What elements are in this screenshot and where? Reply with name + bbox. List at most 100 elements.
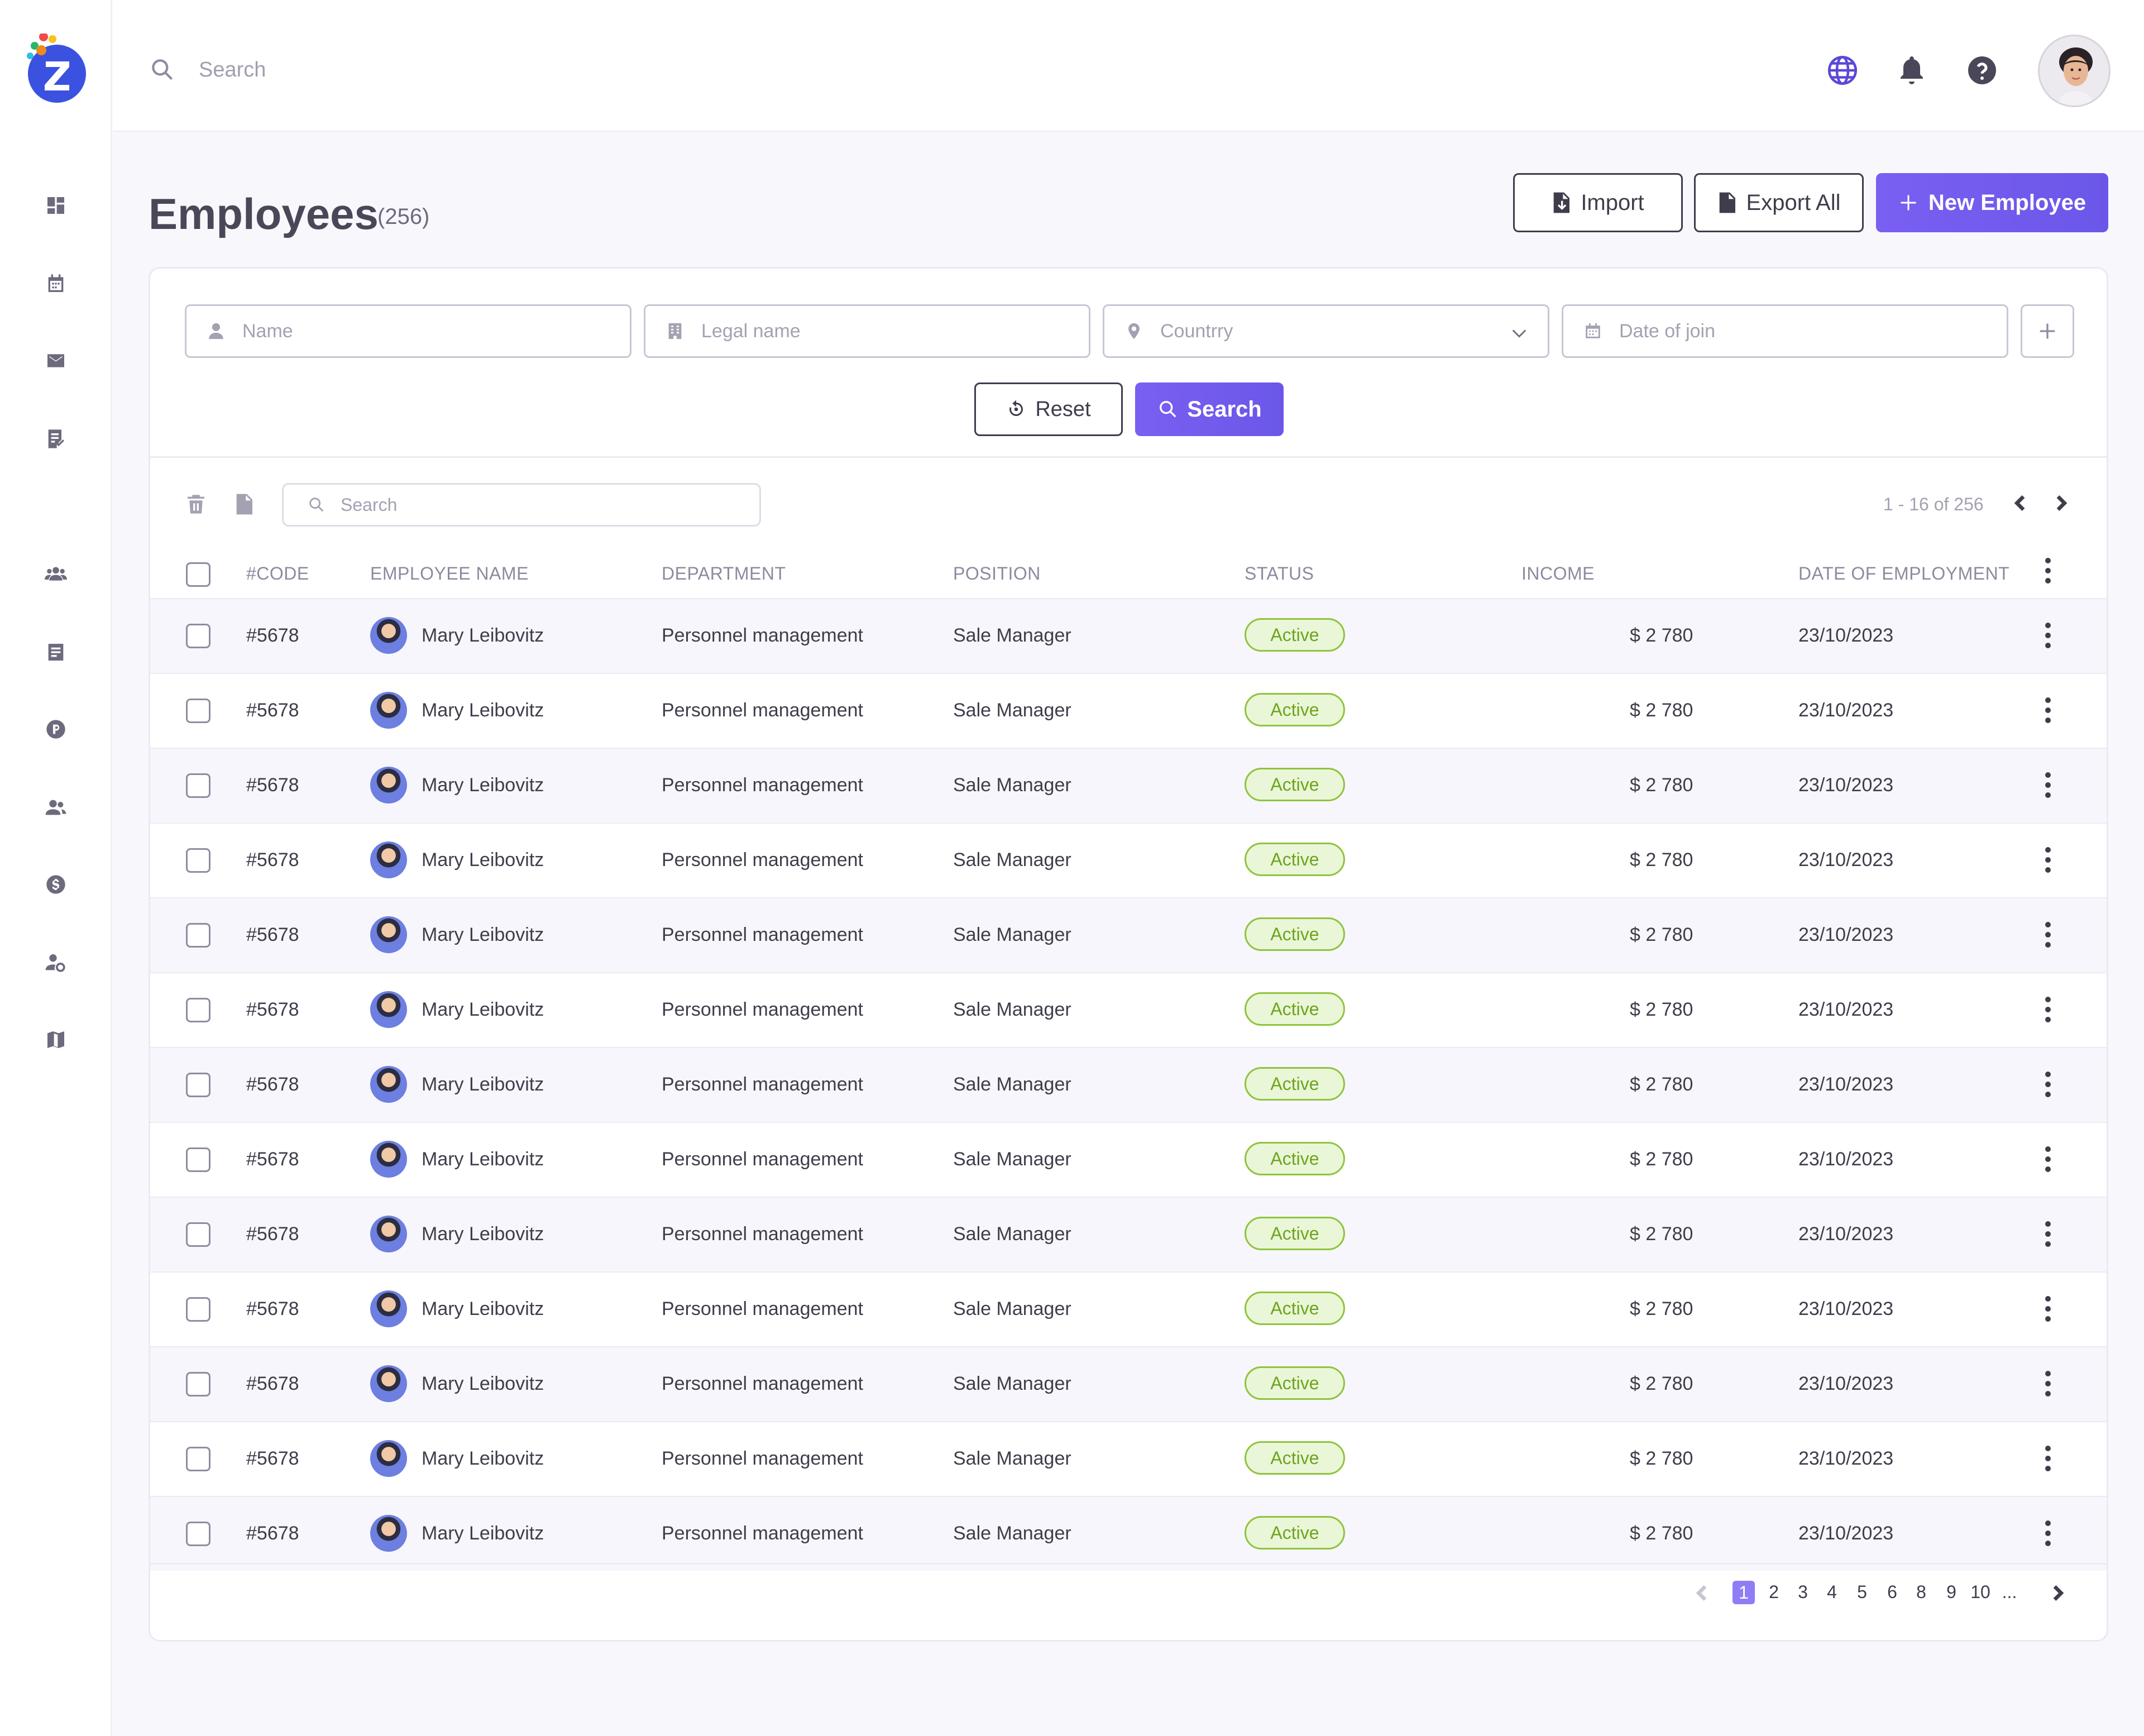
pagination-ellipsis[interactable]: ... [2002, 1582, 2017, 1602]
row-more-icon[interactable] [2045, 1371, 2052, 1399]
column-header-position[interactable]: POSITION [953, 563, 1041, 584]
employee-name[interactable]: Mary Leibovitz [422, 924, 544, 945]
page-number-button[interactable]: 1 [1733, 1581, 1755, 1604]
trash-icon[interactable] [185, 493, 207, 515]
reset-button[interactable]: Reset [974, 382, 1123, 436]
page-number-button[interactable]: 8 [1916, 1582, 1926, 1602]
row-more-icon[interactable] [2045, 1446, 2052, 1474]
column-header-name[interactable]: EMPLOYEE NAME [370, 563, 529, 584]
page-number-button[interactable]: 3 [1798, 1582, 1808, 1602]
row-more-icon[interactable] [2045, 997, 2052, 1025]
row-checkbox[interactable] [186, 699, 210, 723]
export-all-button[interactable]: Export All [1694, 173, 1864, 232]
row-checkbox[interactable] [186, 624, 210, 648]
chevron-left-icon[interactable] [2009, 492, 2032, 514]
row-checkbox[interactable] [186, 1522, 210, 1546]
select-all-checkbox[interactable] [186, 562, 210, 587]
column-header-code[interactable]: #CODE [246, 563, 309, 584]
table-search-input[interactable]: Search [282, 483, 761, 527]
table-row[interactable]: #5678 Mary Leibovitz Personnel managemen… [150, 1271, 2107, 1346]
employee-name[interactable]: Mary Leibovitz [422, 700, 544, 721]
row-checkbox[interactable] [186, 1447, 210, 1471]
column-options-icon[interactable] [2045, 558, 2052, 586]
row-more-icon[interactable] [2045, 772, 2052, 800]
chevron-right-icon[interactable] [2046, 1582, 2069, 1604]
row-checkbox[interactable] [186, 1147, 210, 1172]
map-icon[interactable] [42, 1026, 69, 1053]
team-icon[interactable] [42, 561, 69, 587]
date-of-join-field[interactable]: Date of join [1562, 304, 2008, 358]
mail-icon[interactable] [42, 347, 69, 374]
chevron-right-icon[interactable] [2050, 492, 2072, 514]
employee-name[interactable]: Mary Leibovitz [422, 999, 544, 1020]
table-row[interactable]: #5678 Mary Leibovitz Personnel managemen… [150, 1122, 2107, 1197]
search-button[interactable]: Search [1135, 382, 1284, 436]
employee-name[interactable]: Mary Leibovitz [422, 1074, 544, 1095]
dashboard-icon[interactable] [42, 192, 69, 219]
contacts-icon[interactable] [42, 794, 69, 821]
row-checkbox[interactable] [186, 773, 210, 798]
row-checkbox[interactable] [186, 923, 210, 948]
employee-name[interactable]: Mary Leibovitz [422, 1223, 544, 1245]
page-number-button[interactable]: 6 [1887, 1582, 1897, 1602]
row-more-icon[interactable] [2045, 922, 2052, 950]
country-select[interactable]: Countrry [1103, 304, 1549, 358]
employee-name[interactable]: Mary Leibovitz [422, 1149, 544, 1170]
table-row[interactable]: #5678 Mary Leibovitz Personnel managemen… [150, 673, 2107, 748]
row-more-icon[interactable] [2045, 1296, 2052, 1324]
table-row[interactable]: #5678 Mary Leibovitz Personnel managemen… [150, 1197, 2107, 1271]
table-row[interactable]: #5678 Mary Leibovitz Personnel managemen… [150, 897, 2107, 972]
page-number-button[interactable]: 4 [1827, 1582, 1837, 1602]
new-employee-button[interactable]: New Employee [1876, 173, 2108, 232]
calendar-icon[interactable] [42, 270, 69, 297]
row-checkbox[interactable] [186, 1073, 210, 1097]
row-checkbox[interactable] [186, 1297, 210, 1322]
user-avatar[interactable] [2038, 35, 2110, 107]
table-row[interactable]: #5678 Mary Leibovitz Personnel managemen… [150, 1346, 2107, 1421]
table-row[interactable]: #5678 Mary Leibovitz Personnel managemen… [150, 598, 2107, 673]
employee-name[interactable]: Mary Leibovitz [422, 849, 544, 871]
column-header-department[interactable]: DEPARTMENT [662, 563, 786, 584]
table-row[interactable]: #5678 Mary Leibovitz Personnel managemen… [150, 1047, 2107, 1122]
legal-name-filter-field[interactable]: Legal name [644, 304, 1090, 358]
chevron-left-icon[interactable] [1691, 1582, 1714, 1604]
bell-icon[interactable] [1895, 54, 1928, 87]
table-row[interactable]: #5678 Mary Leibovitz Personnel managemen… [150, 1496, 2107, 1571]
row-more-icon[interactable] [2045, 1221, 2052, 1249]
row-more-icon[interactable] [2045, 1072, 2052, 1099]
row-checkbox[interactable] [186, 848, 210, 873]
page-number-button[interactable]: 2 [1769, 1582, 1779, 1602]
table-row[interactable]: #5678 Mary Leibovitz Personnel managemen… [150, 822, 2107, 897]
table-row[interactable]: #5678 Mary Leibovitz Personnel managemen… [150, 972, 2107, 1047]
parking-icon[interactable] [42, 716, 69, 743]
row-more-icon[interactable] [2045, 697, 2052, 725]
employee-name[interactable]: Mary Leibovitz [422, 1298, 544, 1319]
row-more-icon[interactable] [2045, 623, 2052, 651]
user-settings-icon[interactable] [42, 949, 69, 976]
name-filter-field[interactable]: Name [185, 304, 631, 358]
page-number-button[interactable]: 9 [1946, 1582, 1956, 1602]
employee-name[interactable]: Mary Leibovitz [422, 1448, 544, 1469]
row-more-icon[interactable] [2045, 1520, 2052, 1548]
page-number-button[interactable]: 10 [1970, 1582, 1990, 1602]
app-logo[interactable] [25, 32, 89, 106]
import-button[interactable]: Import [1513, 173, 1683, 232]
export-file-icon[interactable] [233, 493, 255, 515]
employee-name[interactable]: Mary Leibovitz [422, 1523, 544, 1544]
row-more-icon[interactable] [2045, 847, 2052, 875]
table-row[interactable]: #5678 Mary Leibovitz Personnel managemen… [150, 1421, 2107, 1496]
dollar-icon[interactable] [42, 871, 69, 898]
row-checkbox[interactable] [186, 998, 210, 1022]
row-more-icon[interactable] [2045, 1146, 2052, 1174]
employee-name[interactable]: Mary Leibovitz [422, 774, 544, 796]
table-row[interactable]: #5678 Mary Leibovitz Personnel managemen… [150, 748, 2107, 822]
column-header-date[interactable]: DATE OF EMPLOYMENT [1798, 563, 2010, 584]
column-header-status[interactable]: STATUS [1245, 563, 1314, 584]
global-search-input[interactable]: Search [199, 58, 266, 82]
employee-name[interactable]: Mary Leibovitz [422, 625, 544, 646]
add-filter-button[interactable] [2021, 304, 2074, 358]
globe-icon[interactable] [1826, 54, 1859, 87]
checklist-icon[interactable] [42, 425, 69, 452]
row-checkbox[interactable] [186, 1372, 210, 1397]
employee-name[interactable]: Mary Leibovitz [422, 1373, 544, 1394]
